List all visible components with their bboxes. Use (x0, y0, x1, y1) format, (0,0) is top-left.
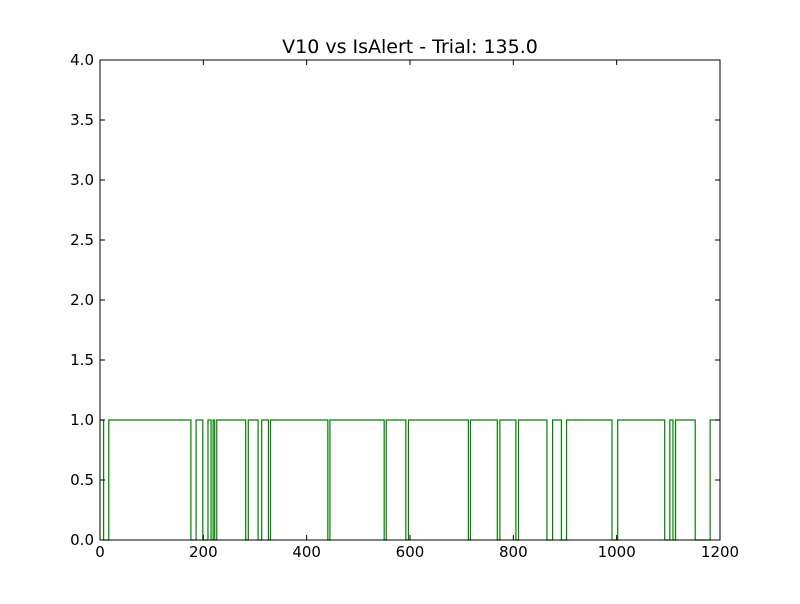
plot-area (100, 419, 720, 541)
x-tick-label: 600 (396, 543, 425, 561)
y-tick-label: 0.5 (70, 471, 94, 489)
series-line (100, 419, 720, 541)
x-tick-label: 1200 (701, 543, 739, 561)
axes-frame (99, 59, 721, 541)
y-tick-label: 1.0 (70, 411, 94, 429)
x-tick-label: 0 (95, 543, 105, 561)
y-tick-label: 4.0 (70, 51, 94, 69)
y-tick-label: 3.0 (70, 171, 94, 189)
x-tick-label: 800 (499, 543, 528, 561)
chart-title: V10 vs IsAlert - Trial: 135.0 (282, 36, 538, 58)
y-tick-label: 1.5 (70, 351, 94, 369)
x-tick-label: 200 (189, 543, 218, 561)
x-tick-label: 1000 (598, 543, 636, 561)
x-tick-label: 400 (292, 543, 321, 561)
y-tick-label: 2.5 (70, 231, 94, 249)
axis-ticks: 0 200 400 600 800 1000 1200 0.0 0.5 1.0 1.5 2.0 2.5 3… (70, 51, 739, 561)
y-tick-label: 2.0 (70, 291, 94, 309)
y-tick-label: 3.5 (70, 111, 94, 129)
y-tick-label: 0.0 (70, 531, 94, 549)
